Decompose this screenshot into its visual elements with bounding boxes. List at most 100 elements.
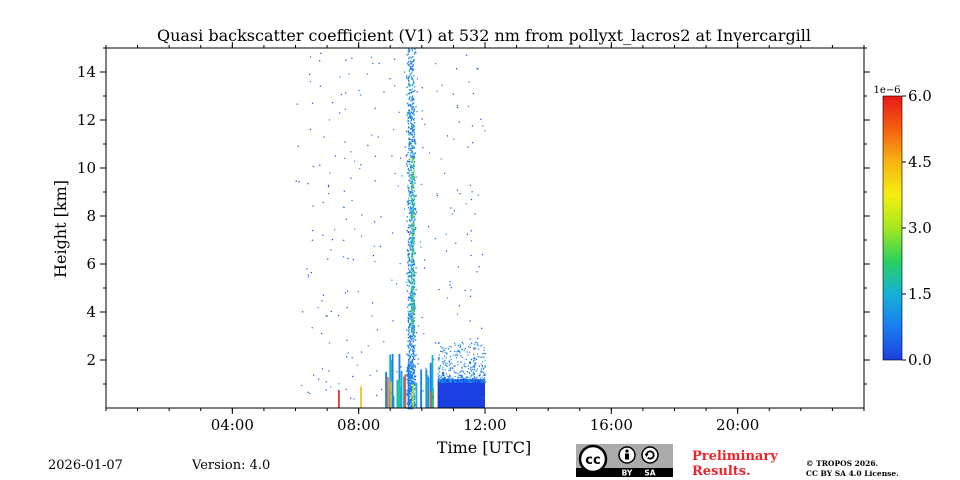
- feature-boundary-edge-dot: [443, 355, 446, 357]
- feature-boundary-edge-dot: [469, 344, 471, 346]
- feature-plume-dot: [413, 59, 415, 61]
- feature-noise-dot: [456, 106, 459, 109]
- feature-noise-dot: [374, 155, 376, 157]
- feature-boundary-edge-dot: [465, 366, 467, 368]
- feature-boundary-edge-dot: [468, 346, 470, 348]
- feature-plume-dot: [411, 116, 413, 119]
- feature-plume-dot: [412, 228, 415, 231]
- feature-plume-core-dot: [410, 217, 413, 219]
- feature-plume-core-dot: [413, 225, 415, 228]
- feature-boundary-edge-dot: [454, 365, 456, 367]
- feature-plume-core-dot: [411, 202, 413, 204]
- feature-plume-dot: [410, 100, 412, 102]
- feature-plume-dot: [413, 156, 415, 158]
- feature-plume-dot: [407, 250, 409, 252]
- feature-plume-dot: [409, 65, 411, 68]
- feature-plume-dot: [409, 149, 411, 151]
- feature-plume-dot: [413, 337, 415, 340]
- feature-plume-dot: [407, 50, 410, 53]
- feature-plume-core-dot: [412, 183, 414, 185]
- feature-plume-dot: [414, 140, 416, 143]
- feature-boundary-edge-dot: [451, 381, 453, 383]
- feature-plume-core-dot: [412, 193, 414, 196]
- feature-noise-dot: [309, 56, 312, 58]
- feature-plume-dot: [412, 199, 414, 201]
- feature-plume-dot: [408, 57, 410, 60]
- feature-plume-dot: [411, 241, 413, 244]
- feature-plume-dot: [412, 264, 414, 267]
- feature-noise-dot: [419, 241, 422, 243]
- feature-noise-dot: [466, 54, 468, 56]
- feature-plume-core-dot: [412, 192, 414, 194]
- feature-boundary-edge-dot: [451, 362, 453, 364]
- feature-plume-dot: [412, 167, 415, 170]
- feature-noise-dot: [427, 226, 430, 228]
- feature-boundary-layer: [437, 379, 485, 408]
- feature-plume-core-dot: [412, 253, 414, 255]
- feature-noise-dot: [351, 357, 353, 359]
- feature-boundary-edge-dot: [440, 377, 442, 379]
- feature-noise-dot: [481, 327, 483, 329]
- feature-boundary-edge-dot: [479, 373, 481, 376]
- x-tick-label: 04:00: [211, 416, 254, 434]
- feature-plume-dot: [411, 149, 413, 152]
- feature-boundary-edge-dot: [477, 356, 479, 358]
- feature-plume-dot: [407, 260, 410, 262]
- feature-plume-dot: [412, 60, 414, 63]
- feature-noise-dot: [389, 78, 391, 80]
- feature-noise-dot: [455, 68, 458, 70]
- feature-noise-dot: [470, 254, 472, 257]
- feature-noise-dot: [372, 255, 374, 257]
- feature-noise-dot: [347, 257, 349, 260]
- feature-plume-dot: [410, 75, 413, 78]
- feature-plume-core-dot: [412, 166, 414, 168]
- feature-boundary-edge-dot: [468, 351, 471, 353]
- feature-noise-dot: [471, 191, 473, 193]
- feature-plume-dot: [412, 241, 414, 243]
- feature-plume-dot: [409, 296, 411, 299]
- feature-plume-dot: [410, 174, 413, 176]
- feature-boundary-edge-dot: [442, 366, 444, 368]
- feature-plume-dot: [410, 378, 412, 380]
- feature-plume-dot: [409, 356, 412, 359]
- feature-boundary-edge-dot: [450, 350, 452, 352]
- feature-plume-dot: [413, 135, 415, 138]
- feature-plume-core-dot: [412, 247, 414, 249]
- feature-noise-dot: [392, 320, 394, 322]
- feature-plume-core-dot: [413, 243, 415, 245]
- feature-plume-core-dot: [411, 255, 414, 257]
- feature-plume-core-dot: [413, 317, 415, 319]
- feature-plume-core-dot: [411, 194, 413, 197]
- feature-noise-dot: [445, 233, 447, 235]
- feature-noise-dot: [360, 94, 362, 96]
- feature-boundary-edge-dot: [464, 380, 466, 382]
- feature-noise-dot: [414, 133, 416, 136]
- feature-plume-dot: [408, 85, 410, 87]
- feature-noise-dot: [404, 71, 406, 73]
- feature-plume-dot: [413, 378, 415, 381]
- feature-plume-core-dot: [413, 320, 415, 323]
- feature-noise-dot: [414, 358, 416, 361]
- feature-plume-dot: [411, 399, 413, 402]
- feature-plume-core-dot: [412, 176, 415, 178]
- feature-noise-dot: [456, 104, 458, 107]
- feature-plume-dot: [406, 366, 408, 369]
- feature-boundary-edge-dot: [440, 375, 443, 377]
- feature-boundary-edge-dot: [456, 380, 458, 382]
- feature-noise-dot: [312, 165, 314, 168]
- feature-plume-dot: [409, 147, 412, 150]
- feature-plume-core-dot: [412, 248, 414, 251]
- feature-noise-dot: [453, 365, 455, 367]
- feature-plume-core-dot: [411, 211, 414, 213]
- feature-plume-dot: [408, 187, 410, 189]
- feature-plume-dot: [413, 363, 415, 366]
- feature-boundary-edge-dot: [441, 371, 444, 374]
- feature-plume-dot: [408, 116, 411, 118]
- feature-noise-dot: [457, 266, 460, 268]
- feature-plume-dot: [410, 362, 412, 365]
- feature-boundary-edge-dot: [473, 368, 476, 370]
- feature-plume-core-dot: [411, 209, 413, 212]
- feature-noise-dot: [350, 177, 352, 179]
- feature-plume-dot: [406, 220, 408, 223]
- feature-boundary-edge-dot: [443, 379, 445, 381]
